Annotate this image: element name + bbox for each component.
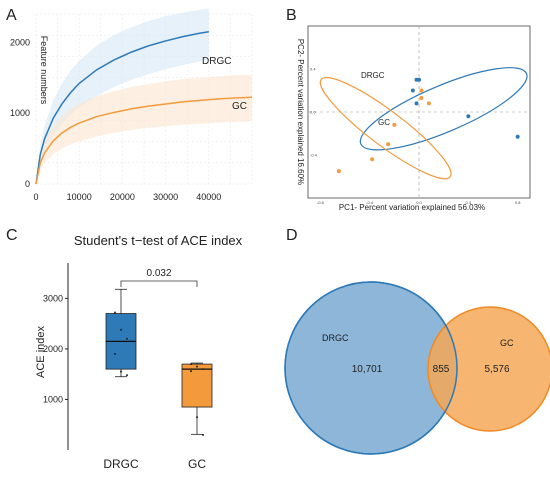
panel-c-point-drgc [114, 311, 116, 314]
panel-a-y-tick-label: 1000 [10, 108, 30, 118]
panel-c-point-gc [196, 416, 198, 419]
panel-b-y-tick-label: -0.4 [310, 153, 318, 158]
panel-b-point-gc [419, 88, 424, 93]
panel-c-point-drgc [120, 370, 122, 373]
venn-count-gc-unique: 5,576 [484, 364, 509, 375]
panel-c-point-gc [190, 363, 192, 366]
panel-b-point-drgc [414, 101, 419, 106]
panel-a-letter: A [6, 7, 17, 24]
panel-c-point-drgc [126, 374, 128, 377]
panel-b-point-gc [426, 101, 431, 106]
panel-c-point-gc [190, 370, 192, 373]
panel-b-reference-lines [308, 26, 530, 198]
panel-b-x-axis-label: PC1- Percent variation explained 56.03% [339, 203, 485, 212]
panel-b-point-drgc [410, 88, 415, 93]
panel-a-line-gc [35, 96, 253, 185]
panel-a-y-axis-label: Feature numbers [39, 36, 49, 105]
panel-b-point-drgc [417, 77, 421, 82]
panel-b-y-ticks: -0.4 0.0 0.4 [310, 67, 318, 158]
panel-d-letter: D [286, 227, 298, 244]
venn-count-overlap: 855 [433, 364, 450, 375]
panel-a-x-tick-label: 40000 [196, 192, 221, 202]
panel-a-x-tick-label: 30000 [153, 192, 178, 202]
panel-b-point-gc [386, 142, 391, 147]
panel-a-y-tick-label: 2000 [10, 37, 30, 47]
panel-b-point-gc [392, 122, 397, 127]
panel-a-band-drgc [36, 8, 209, 185]
panel-c-point-gc [202, 433, 204, 436]
panel-b-y-axis-label: PC2- Percent variation explained 16.60% [296, 39, 305, 185]
panel-b-point-gc [336, 169, 341, 174]
panel-b-letter: B [286, 7, 297, 24]
venn-count-drgc-unique: 10,701 [352, 364, 383, 375]
panel-b-x-tick-label: -0.8 [317, 200, 325, 205]
panel-b: B -0.8 -0.4 0.0 0.4 0.8 -0.4 0.0 0.4 DRGC GC P… [286, 7, 531, 212]
panel-c-box-gc [181, 363, 213, 408]
panel-c-boxes [105, 288, 213, 436]
venn-label-gc: GC [500, 338, 514, 348]
panel-c-point-gc [196, 365, 198, 368]
panel-c-point-drgc [126, 337, 128, 340]
panel-c-y-axis-label: ACE index [35, 326, 47, 378]
panel-c-letter: C [6, 227, 18, 244]
panel-b-x-tick-label: -0.4 [366, 200, 374, 205]
panel-b-ellipses [319, 67, 528, 180]
panel-b-points [336, 77, 520, 174]
panel-a-series-label-gc: GC [232, 101, 247, 112]
panel-a-x-tick-label: 20000 [110, 192, 135, 202]
panel-b-point-drgc [466, 114, 471, 119]
panel-a-x-tick-label: 0 [33, 192, 38, 202]
panel-b-x-tick-label: 0.8 [515, 200, 521, 205]
panel-a-line-drgc [35, 30, 209, 185]
panel-a-y-tick-label: 0 [25, 179, 30, 189]
panel-c-x-ticks: DRGC GC [103, 457, 206, 471]
panel-c: C Student's t−test of ACE index 1000 2000… [6, 227, 243, 471]
panel-b-x-ticks: -0.8 -0.4 0.0 0.4 0.8 [317, 200, 521, 205]
panel-c-y-ticks: 1000 2000 3000 [43, 293, 68, 404]
panel-b-x-tick-label: 0.0 [416, 200, 422, 205]
panel-c-title: Student's t−test of ACE index [74, 233, 243, 248]
panel-a-band-gc [36, 74, 252, 184]
panel-c-y-tick-label: 1000 [43, 394, 63, 404]
panel-b-y-tick-label: 0.4 [310, 67, 316, 72]
panel-c-point-drgc [114, 352, 116, 355]
panel-b-group-label-drgc: DRGC [361, 71, 385, 80]
panel-c-point-gc [202, 368, 204, 371]
panel-b-ellipse-gc [319, 76, 452, 180]
panel-a: A 0 10000 20000 30000 40000 0 1000 2000 Featur… [6, 7, 262, 202]
panel-b-group-label-gc: GC [378, 118, 390, 127]
panel-c-y-tick-label: 3000 [43, 293, 63, 303]
panel-b-x-tick-label: 0.4 [466, 200, 472, 205]
venn-label-drgc: DRGC [322, 333, 349, 343]
panel-d: D DRGC GC 10,701 855 5,576 [284, 227, 550, 455]
venn-circle-drgc-outline [284, 281, 458, 455]
panel-b-ellipse-drgc [359, 67, 528, 151]
panel-c-significance-label: 0.032 [146, 268, 171, 279]
panel-c-x-tick-label: DRGC [103, 457, 139, 471]
panel-c-x-tick-label: GC [188, 457, 206, 471]
panel-b-point-drgc [515, 134, 520, 139]
panel-c-point-drgc [120, 328, 122, 331]
panel-b-point-gc [370, 157, 375, 162]
panel-a-x-tick-label: 10000 [67, 192, 92, 202]
panel-a-y-ticks: 0 1000 2000 [10, 37, 30, 189]
panel-b-y-tick-label: 0.0 [310, 110, 316, 115]
panel-a-lines [35, 30, 253, 185]
panel-a-x-ticks: 0 10000 20000 30000 40000 [33, 192, 221, 202]
venn-circle-gc [427, 306, 550, 432]
panel-a-series-label-drgc: DRGC [202, 56, 231, 67]
panel-c-y-tick-label: 2000 [43, 344, 63, 354]
panel-b-point-gc [419, 96, 424, 101]
panel-c-significance-bracket [120, 280, 198, 287]
panel-a-bands [36, 8, 252, 185]
